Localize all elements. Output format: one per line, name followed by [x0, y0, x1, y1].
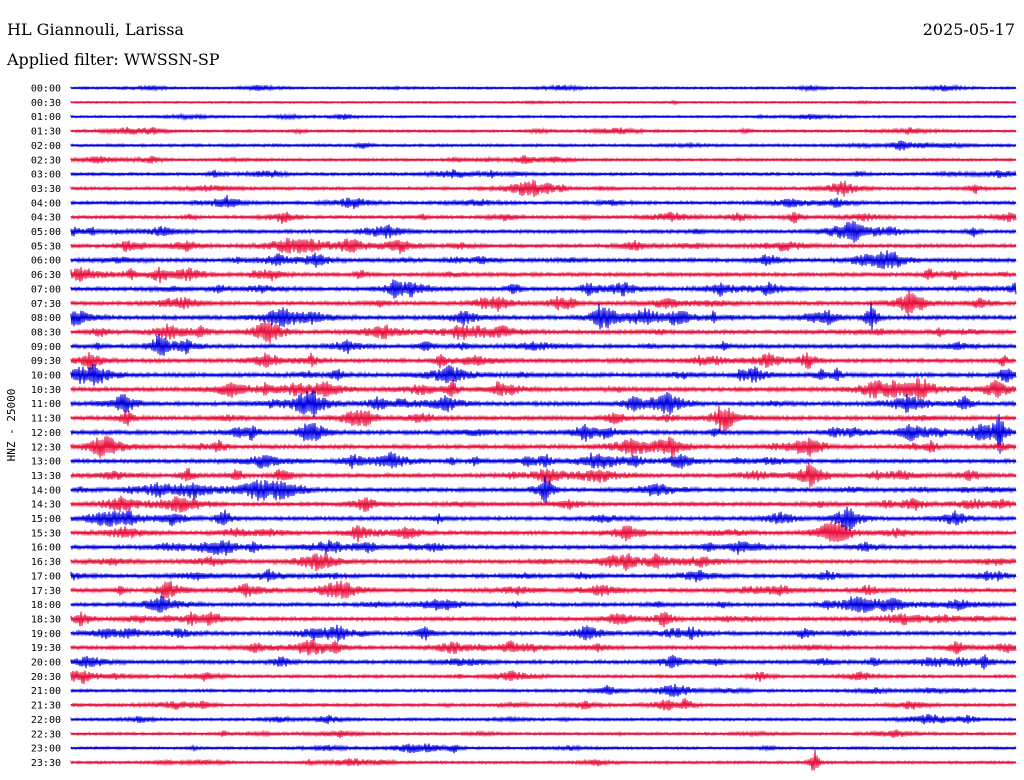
hour-label: 02:00 [31, 141, 61, 152]
seismic-trace [70, 521, 1017, 543]
seismic-trace [70, 451, 1017, 469]
hour-label: 12:30 [31, 442, 61, 453]
hour-label: 08:00 [31, 313, 61, 324]
hour-label: 14:30 [31, 500, 61, 511]
hour-label: 04:00 [31, 198, 61, 209]
hour-label: 20:00 [31, 658, 61, 669]
seismic-trace [70, 302, 1017, 330]
seismic-trace [70, 749, 1017, 771]
hour-label: 05:00 [31, 227, 61, 238]
filter-name: WWSSN-SP [123, 50, 220, 69]
hour-label: 01:00 [31, 112, 61, 123]
hour-label: 18:30 [31, 614, 61, 625]
hour-label: 02:30 [31, 155, 61, 166]
hour-label: 07:00 [31, 284, 61, 295]
hour-label: 13:00 [31, 457, 61, 468]
hour-label: 12:00 [31, 428, 61, 439]
hour-label: 07:30 [31, 299, 61, 310]
seismic-trace [70, 670, 1017, 685]
hour-label: 09:30 [31, 356, 61, 367]
hour-label: 21:00 [31, 686, 61, 697]
hour-label: 11:00 [31, 399, 61, 410]
hour-label: 03:30 [31, 184, 61, 195]
hour-label: 23:30 [31, 758, 61, 769]
date-label: 2025-05-17 [922, 20, 1015, 39]
seismic-trace [70, 333, 1017, 356]
hour-label: 16:30 [31, 557, 61, 568]
hour-label: 03:00 [31, 170, 61, 181]
hour-label: 19:00 [31, 629, 61, 640]
hour-label: 00:30 [31, 98, 61, 109]
hour-label: 23:00 [31, 744, 61, 755]
hour-label: 15:30 [31, 528, 61, 539]
hour-label: 04:30 [31, 213, 61, 224]
hour-label: 19:30 [31, 643, 61, 654]
channel-label: HNZ - 25000 [5, 389, 18, 462]
hour-label: 22:30 [31, 729, 61, 740]
hour-label: 06:00 [31, 256, 61, 267]
filter-prefix: Applied filter: [7, 50, 124, 69]
hour-label: 06:30 [31, 270, 61, 281]
hour-label-layer: 00:00 00:30 01:00 01:30 02:00 02:30 03:00 03:30… [31, 84, 61, 769]
hour-label: 01:30 [31, 127, 61, 138]
hour-label: 10:00 [31, 371, 61, 382]
hour-label: 11:30 [31, 414, 61, 425]
hour-label: 15:00 [31, 514, 61, 525]
hour-label: 20:30 [31, 672, 61, 683]
hour-label: 16:00 [31, 543, 61, 554]
hour-label: 18:00 [31, 600, 61, 611]
station-title: HL Giannouli, Larissa [7, 20, 184, 39]
hour-label: 00:00 [31, 84, 61, 95]
trace-layer [70, 83, 1017, 771]
hour-label: 21:30 [31, 701, 61, 712]
hour-label: 08:30 [31, 327, 61, 338]
hour-label: 17:30 [31, 586, 61, 597]
seismic-trace [70, 352, 1017, 371]
hour-label: 09:00 [31, 342, 61, 353]
hour-label: 10:30 [31, 385, 61, 396]
filter-line: Applied filter: WWSSN-SP [7, 51, 220, 69]
hour-label: 14:00 [31, 485, 61, 496]
seismic-trace [70, 539, 1017, 556]
hour-label: 17:00 [31, 571, 61, 582]
seismic-trace [70, 390, 1017, 418]
hour-label: 05:30 [31, 241, 61, 252]
hour-label: 22:00 [31, 715, 61, 726]
hour-label: 13:30 [31, 471, 61, 482]
